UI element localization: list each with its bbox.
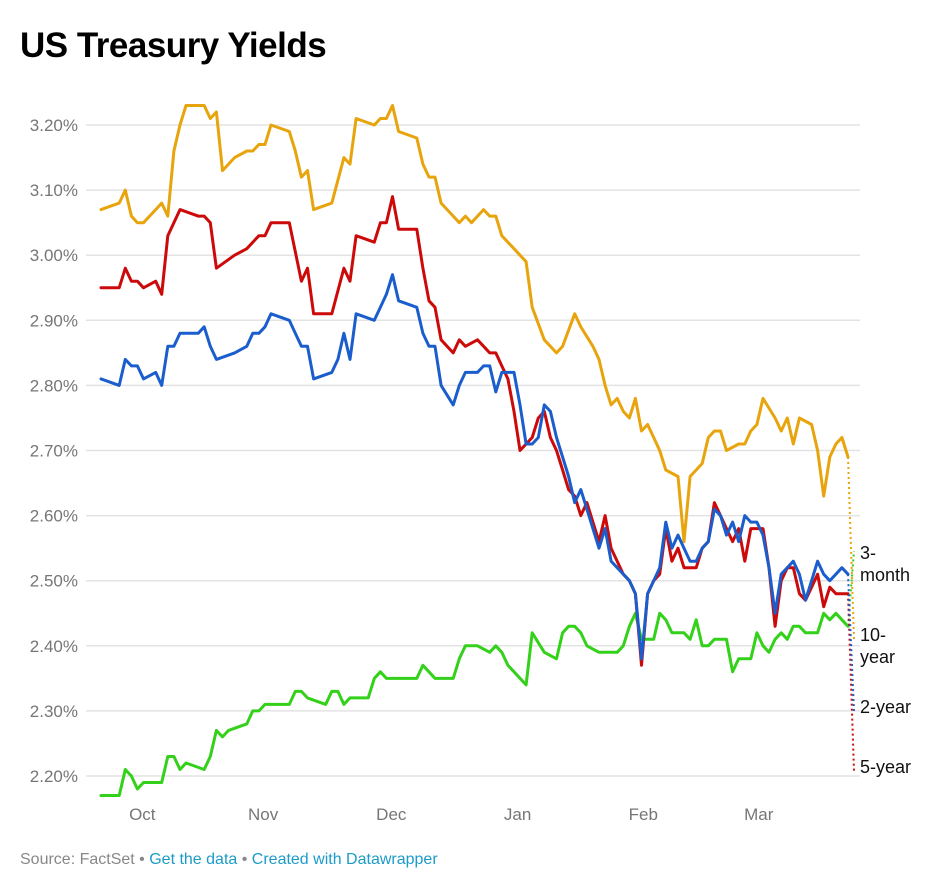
series-label-2-year: 2-year [860, 697, 911, 717]
series-line-2-year [99, 273, 850, 661]
x-tick-label: Nov [248, 805, 279, 824]
series-line-3-month [99, 611, 850, 797]
series-label-10-year: 10-year [860, 625, 895, 667]
x-tick-label: Dec [376, 805, 407, 824]
y-tick-label: 2.40% [30, 637, 78, 656]
y-tick-label: 2.70% [30, 442, 78, 461]
series-label-3-month: 3-month [860, 543, 910, 585]
series-label-line: 5-year [860, 757, 911, 777]
get-the-data-link[interactable]: Get the data [149, 851, 238, 868]
datawrapper-link[interactable]: Created with Datawrapper [251, 851, 438, 868]
y-tick-label: 2.90% [30, 311, 78, 330]
series-line-10-year [99, 104, 850, 544]
series-label-5-year: 5-year [860, 757, 911, 777]
y-tick-label: 2.80% [30, 376, 78, 395]
series-line-5-year [99, 195, 850, 667]
separator: • [237, 851, 252, 868]
y-tick-label: 2.60% [30, 507, 78, 526]
y-axis-ticks: 2.20% 2.30% 2.40% 2.50% 2.60% 2.70% 2.80% 2.90%… [30, 116, 78, 786]
x-tick-label: Oct [129, 805, 156, 824]
chart-title: US Treasury Yields [20, 26, 327, 65]
x-tick-label: Jan [504, 805, 531, 824]
series-label-line: month [860, 565, 910, 585]
x-tick-label: Mar [744, 805, 774, 824]
x-tick-label: Feb [629, 805, 658, 824]
series-label-line: year [860, 647, 895, 667]
y-tick-label: 3.10% [30, 181, 78, 200]
series-lines [99, 104, 850, 797]
series-label-line: 2-year [860, 697, 911, 717]
y-tick-label: 3.20% [30, 116, 78, 135]
label-connector-10-year [847, 456, 855, 640]
series-labels: 10-year 3-month 5-year 2-year [847, 456, 911, 777]
y-tick-label: 2.50% [30, 572, 78, 591]
series-label-line: 10- [860, 625, 886, 645]
y-tick-label: 3.00% [30, 246, 78, 265]
chart-footer: Source: FactSet • Get the data • Created… [20, 851, 438, 869]
x-axis-ticks: Oct Nov Dec Jan Feb Mar [129, 805, 774, 824]
series-label-line: 3- [860, 543, 876, 563]
y-tick-label: 2.20% [30, 767, 78, 786]
y-tick-label: 2.30% [30, 702, 78, 721]
source-text: Source: FactSet [20, 851, 135, 868]
separator: • [134, 851, 150, 868]
